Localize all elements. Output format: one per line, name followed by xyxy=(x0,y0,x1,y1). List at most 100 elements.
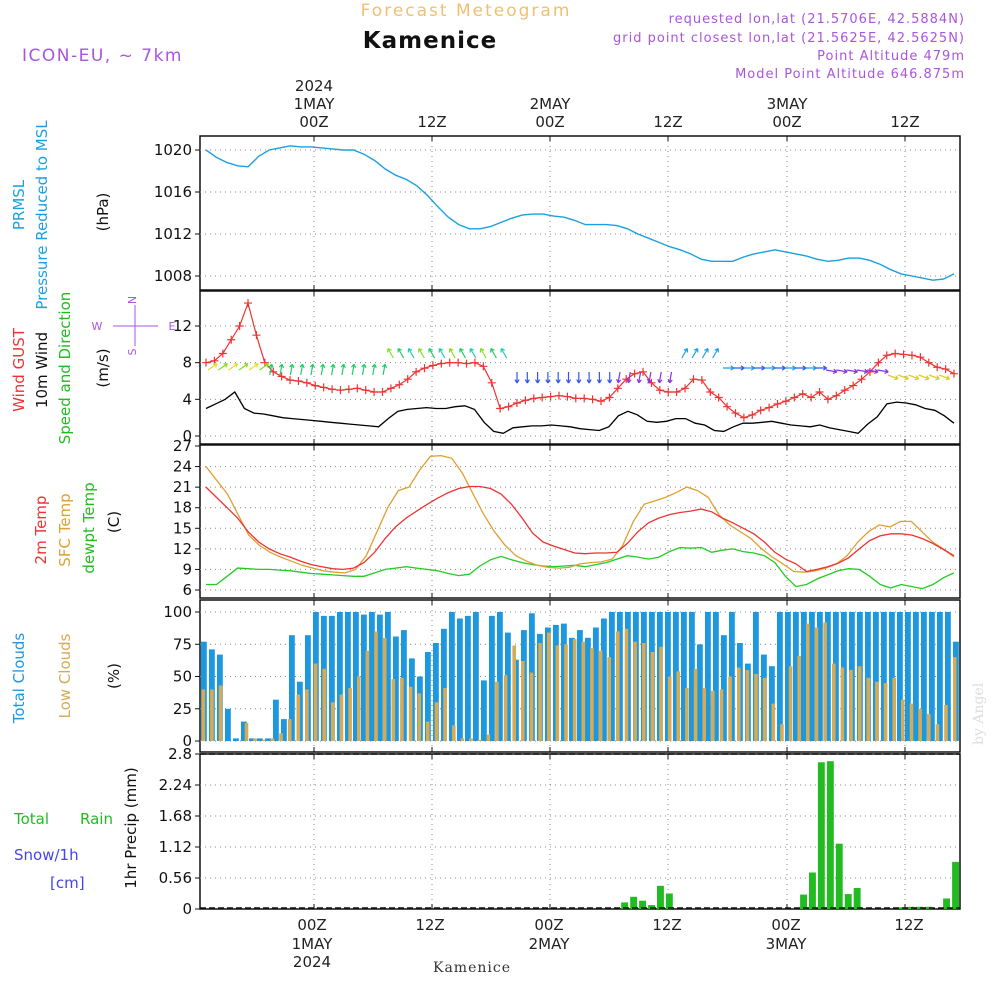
gust-marker xyxy=(639,367,648,376)
bar-low-clouds xyxy=(667,676,672,741)
bottom-date-year: 2024 xyxy=(293,953,331,971)
bar-total-clouds xyxy=(825,612,831,741)
y-tick-label: 0 xyxy=(182,900,192,918)
series-wind-line xyxy=(205,391,955,435)
bar-total-clouds xyxy=(785,612,791,741)
gust-marker xyxy=(462,359,471,368)
bottom-tick-4: 00Z xyxy=(771,916,800,934)
gust-marker xyxy=(512,399,521,407)
gust-marker xyxy=(781,397,790,406)
bar-total-clouds xyxy=(705,612,711,741)
bar-total-clouds xyxy=(361,614,367,741)
bar-total-clouds xyxy=(305,635,311,741)
point-altitude: Point Altitude 479m xyxy=(817,49,965,64)
bar-low-clouds xyxy=(374,631,378,741)
bar-rain xyxy=(657,885,664,910)
prmsl-label: PRMSL xyxy=(10,179,28,230)
gust-marker xyxy=(773,399,782,408)
bar-low-clouds xyxy=(408,686,413,741)
gust-marker xyxy=(353,384,362,393)
bar-total-clouds xyxy=(905,612,911,741)
y-tick-label: 75 xyxy=(173,635,192,653)
gust-marker xyxy=(697,376,706,385)
y-tick-label: 0 xyxy=(182,427,192,445)
bar-low-clouds xyxy=(642,643,646,741)
y-tick-label: 50 xyxy=(173,668,192,686)
bar-low-clouds xyxy=(806,623,810,741)
bar-low-clouds xyxy=(460,738,465,741)
speed-direction-label: Speed and Direction xyxy=(56,292,74,445)
bar-total-clouds xyxy=(225,708,231,742)
wind-direction-arrow xyxy=(918,374,930,381)
bar-low-clouds xyxy=(426,721,430,741)
gust-marker xyxy=(218,349,227,358)
panel-frame xyxy=(199,290,961,445)
y-tick-label: 24 xyxy=(173,458,192,476)
wind-direction-arrow xyxy=(576,372,582,384)
gust-marker xyxy=(765,403,774,412)
gust-marker xyxy=(454,358,463,367)
wind-direction-arrow xyxy=(259,363,270,371)
top-tick-4: 00Z xyxy=(772,113,801,131)
wind-direction-arrow xyxy=(646,371,653,384)
bar-total-clouds xyxy=(249,738,255,741)
gust-marker xyxy=(588,395,597,404)
bar-low-clouds xyxy=(676,671,681,741)
panel-4: 0 25 50 75 100 xyxy=(163,599,961,753)
panel-2: 0 4 8 12 xyxy=(173,290,961,445)
bar-low-clouds xyxy=(365,650,370,741)
series-dewpt-line xyxy=(206,546,955,590)
gust-marker xyxy=(790,393,799,402)
bar-total-clouds xyxy=(241,721,247,741)
bar-low-clouds xyxy=(719,689,724,741)
wind-direction-arrow xyxy=(667,371,673,384)
bar-rain xyxy=(853,888,861,909)
bar-low-clouds xyxy=(400,677,404,741)
wind-direction-arrow xyxy=(361,363,367,376)
bottom-tick-1: 12Z xyxy=(415,916,444,934)
bar-total-clouds xyxy=(801,612,807,741)
top-tick-2: 00Z xyxy=(535,113,564,131)
panel-3: 6 9 12 15 18 21 24 27 xyxy=(173,437,961,599)
bar-low-clouds xyxy=(244,722,249,741)
bar-low-clouds xyxy=(547,632,551,741)
bar-total-clouds xyxy=(673,612,679,741)
bar-low-clouds xyxy=(348,688,352,741)
bar-rain xyxy=(809,872,816,909)
bar-low-clouds xyxy=(754,673,758,741)
bar-low-clouds xyxy=(486,734,491,741)
gust-marker xyxy=(202,358,210,367)
bar-low-clouds xyxy=(331,702,335,741)
bar-low-clouds xyxy=(417,693,421,741)
gust-marker xyxy=(950,369,958,378)
bar-rain xyxy=(800,894,807,909)
bar-low-clouds xyxy=(616,631,620,741)
bar-low-clouds xyxy=(279,733,283,741)
wind-direction-arrow xyxy=(928,374,940,381)
gust-marker xyxy=(823,395,832,404)
bar-total-clouds xyxy=(257,738,263,741)
wind-direction-arrow xyxy=(217,363,228,371)
pct-label: (%) xyxy=(105,663,123,689)
gust-marker xyxy=(563,392,572,401)
bar-low-clouds xyxy=(253,738,257,741)
bar-total-clouds xyxy=(561,623,567,741)
wind-direction-arrow xyxy=(448,347,456,359)
bottom-time-axis: 00Z 12Z 00Z 12Z 00Z 12Z 1MAY 2MAY 3MAY 2… xyxy=(292,916,924,971)
bar-rain xyxy=(898,907,906,909)
top-date-3may: 3MAY xyxy=(767,95,809,113)
bar-low-clouds xyxy=(780,724,784,741)
bar-low-clouds xyxy=(918,708,922,742)
bar-total-clouds xyxy=(473,612,479,741)
gust-marker xyxy=(630,369,639,378)
gust-marker xyxy=(672,388,681,396)
bar-total-clouds xyxy=(777,612,783,741)
bar-rain xyxy=(835,843,843,909)
bar-low-clouds xyxy=(469,738,473,741)
bar-low-clouds xyxy=(624,628,629,741)
top-tick-3: 12Z xyxy=(653,113,682,131)
gust-marker xyxy=(723,402,732,411)
y-tick-label: 25 xyxy=(173,700,192,718)
wind-direction-arrow xyxy=(469,347,477,359)
gust-marker xyxy=(428,361,437,370)
